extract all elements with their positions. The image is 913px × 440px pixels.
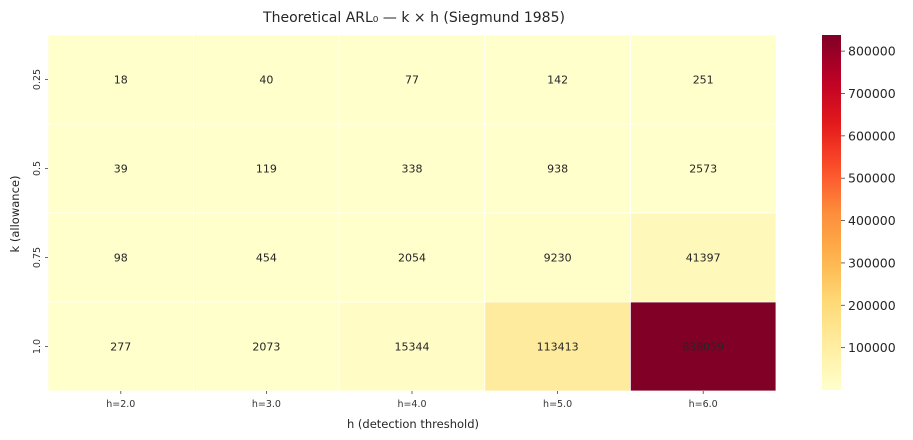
heatmap-cell-r2-c4 xyxy=(630,212,777,303)
heatmap-cell-r0-c0 xyxy=(47,34,195,125)
heatmap-cell-r2-c1 xyxy=(193,212,340,303)
heatmap-cell-r2-c2 xyxy=(338,212,486,303)
cell-value-r3-c1: 2073 xyxy=(252,341,280,354)
cell-value-r1-c0: 39 xyxy=(114,163,128,176)
cell-value-r3-c2: 15344 xyxy=(395,341,430,354)
colorbar-tick-label: 400000 xyxy=(848,213,896,228)
heatmap-cell-r3-c2 xyxy=(338,301,486,392)
cell-value-r0-c0: 18 xyxy=(114,74,128,87)
x-axis-label: h (detection threshold) xyxy=(347,417,479,431)
heatmap-cell-r0-c3 xyxy=(484,34,631,125)
colorbar-tick-label: 300000 xyxy=(848,255,896,270)
cell-value-r0-c2: 77 xyxy=(405,74,419,87)
chart-title: Theoretical ARL₀ — k × h (Siegmund 1985) xyxy=(262,10,565,26)
cell-value-r1-c4: 2573 xyxy=(689,163,717,176)
y-tick-label: 1.0 xyxy=(32,339,43,354)
y-tick-label: 0.75 xyxy=(32,247,43,268)
heatmap-cell-r0-c4 xyxy=(630,34,777,125)
cell-value-r2-c1: 454 xyxy=(256,252,277,265)
y-axis-label: k (allowance) xyxy=(8,176,22,253)
cell-value-r2-c4: 41397 xyxy=(686,252,721,265)
colorbar-tick-label: 600000 xyxy=(848,128,896,143)
cell-value-r2-c0: 98 xyxy=(114,252,128,265)
cell-value-r2-c2: 2054 xyxy=(398,252,426,265)
heatmap-cell-r3-c3 xyxy=(484,301,631,392)
colorbar-tick-label: 100000 xyxy=(848,340,896,355)
heatmap-cell-r0-c2 xyxy=(338,34,486,125)
cell-value-r0-c4: 251 xyxy=(693,74,714,87)
colorbar-tick-label: 700000 xyxy=(848,86,896,101)
heatmap-cell-r1-c0 xyxy=(47,123,195,214)
cell-value-r2-c3: 9230 xyxy=(544,252,572,265)
x-tick-label: h=4.0 xyxy=(397,399,426,410)
x-tick-label: h=2.0 xyxy=(106,399,135,410)
colorbar-tick-label: 500000 xyxy=(848,171,896,186)
heatmap-cell-r2-c3 xyxy=(484,212,631,303)
colorbar xyxy=(822,35,841,390)
heatmap-cell-r1-c2 xyxy=(338,123,486,214)
cell-value-r3-c0: 277 xyxy=(110,341,131,354)
x-tick-label: h=5.0 xyxy=(543,399,572,410)
colorbar-ticks: 100000 200000 300000 400000 500000 600000 7000… xyxy=(841,44,896,355)
y-axis-ticks: 0.25 0.5 0.75 1.0 xyxy=(32,69,48,354)
heatmap-cell-r3-c4 xyxy=(630,301,777,392)
colorbar-tick-label: 800000 xyxy=(848,44,896,59)
x-tick-label: h=6.0 xyxy=(689,399,718,410)
y-tick-label: 0.5 xyxy=(32,161,43,176)
cell-annotations: 18 40 77 142 251 39 119 338 938 2573 98 454 2054 9230… xyxy=(110,74,724,354)
cell-value-r0-c3: 142 xyxy=(547,74,568,87)
heatmap-cells xyxy=(47,34,777,392)
y-tick-label: 0.25 xyxy=(32,69,43,90)
x-axis-ticks: h=2.0 h=3.0 h=4.0 h=5.0 h=6.0 xyxy=(106,391,718,410)
cell-value-r3-c3: 113413 xyxy=(537,341,579,354)
cell-value-r0-c1: 40 xyxy=(259,74,273,87)
cell-value-r3-c4: 838059 xyxy=(682,341,724,354)
heatmap-cell-r3-c1 xyxy=(193,301,340,392)
colorbar-tick-label: 200000 xyxy=(848,298,896,313)
cell-value-r1-c2: 338 xyxy=(402,163,423,176)
heatmap-cell-r1-c4 xyxy=(630,123,777,214)
heatmap-cell-r0-c1 xyxy=(193,34,340,125)
x-tick-label: h=3.0 xyxy=(252,399,281,410)
cell-value-r1-c1: 119 xyxy=(256,163,277,176)
cell-value-r1-c3: 938 xyxy=(547,163,568,176)
